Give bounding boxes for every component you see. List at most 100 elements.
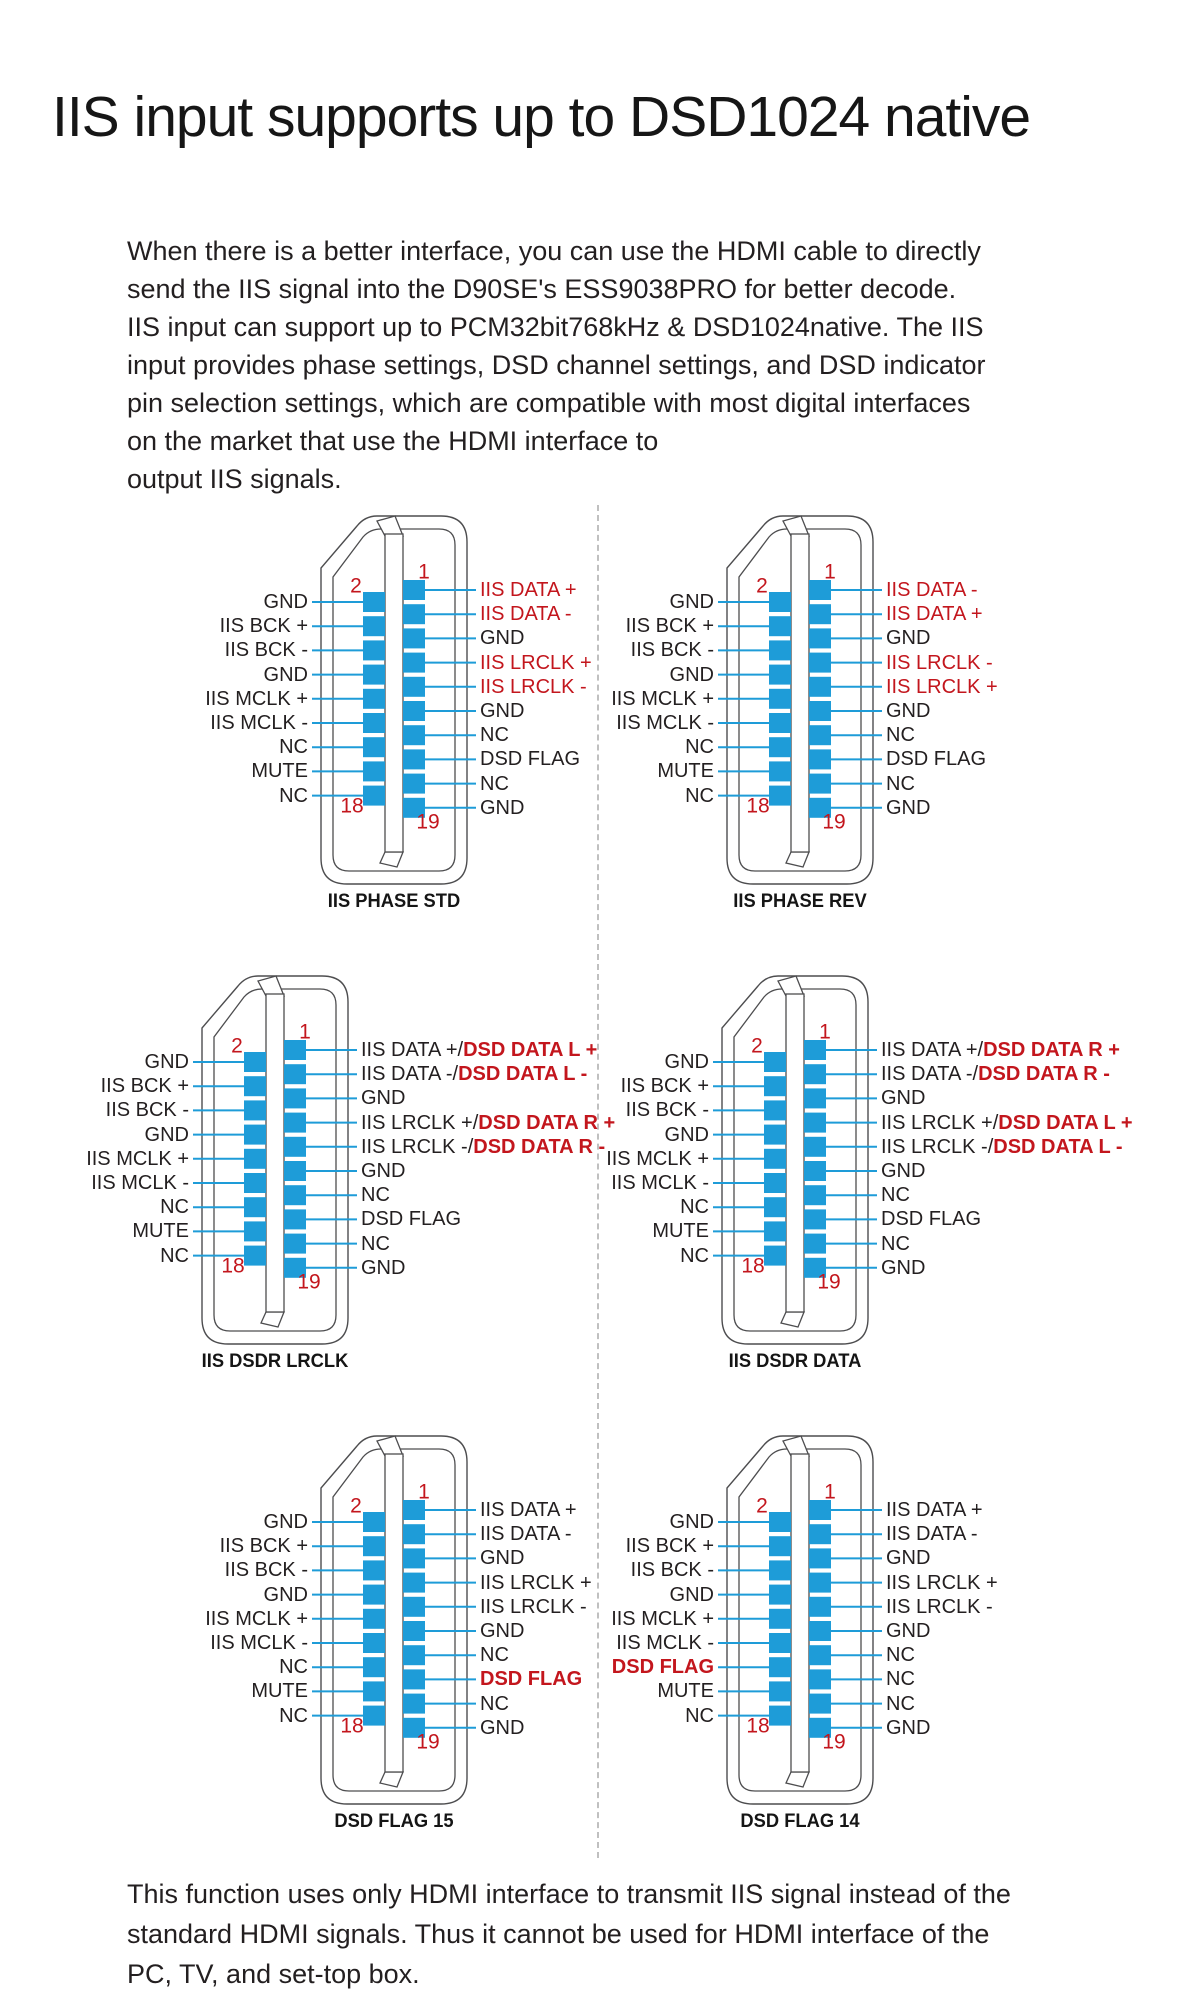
pin <box>284 1064 306 1085</box>
pin-number-top_right: 1 <box>418 560 430 584</box>
pin-label-right: NC <box>480 771 509 797</box>
pin-label-left: NC <box>680 1194 709 1220</box>
pin-number-bottom_right: 19 <box>822 810 846 834</box>
pin <box>764 1052 786 1072</box>
pin-label-right: IIS DATA - <box>886 1521 978 1547</box>
intro-line: When there is a better interface, you ca… <box>127 236 981 266</box>
pin-label-left: NC <box>685 734 714 760</box>
pin-label-right: GND <box>881 1255 925 1281</box>
pin-label-right: NC <box>361 1231 390 1257</box>
pin-label-right: GND <box>886 625 930 651</box>
pin-label-left: IIS BCK + <box>220 1533 308 1559</box>
pin-label-left: IIS MCLK + <box>611 1606 714 1632</box>
pin-label-text: NC <box>480 1692 509 1715</box>
pinout-diagram: GND IIS BCK + IIS BCK - GND IIS MCLK + IIS MC… <box>600 968 1200 1433</box>
pin-label-text: GND <box>480 1547 525 1570</box>
pin <box>403 628 425 649</box>
pin-label-right: IIS LRCLK - <box>480 674 587 700</box>
pin <box>809 749 831 770</box>
pin-label-left: NC <box>279 1703 308 1729</box>
pin-label-text: IIS DATA - <box>886 579 978 601</box>
pin <box>403 580 425 600</box>
pin <box>809 1717 831 1738</box>
pin-label-right: GND <box>886 1545 930 1571</box>
pin <box>769 713 791 733</box>
pin-label-text: GND <box>263 1583 308 1606</box>
pin-label-text: IIS LRCLK -/ <box>361 1135 474 1158</box>
pin-label-text: NC <box>886 1668 915 1691</box>
pin <box>764 1245 786 1266</box>
pin <box>403 1548 425 1569</box>
pin-label-text: GND <box>144 1051 189 1073</box>
pin-label-left: IIS MCLK - <box>210 1630 308 1656</box>
diagram-caption: IIS PHASE STD <box>327 890 461 912</box>
pin-label-left: GND <box>665 1049 709 1075</box>
footer-line: This function uses only HDMI interface t… <box>127 1879 1011 1909</box>
pin <box>769 1536 791 1557</box>
pin-label-left: IIS MCLK + <box>86 1146 189 1172</box>
pin <box>403 1500 425 1520</box>
pin <box>403 773 425 794</box>
pin <box>244 1076 266 1097</box>
pin <box>769 761 791 782</box>
pin-label-text: IIS BCK - <box>625 1099 709 1122</box>
pin-label-left: GND <box>264 1582 308 1608</box>
pin <box>764 1076 786 1097</box>
pin <box>403 701 425 721</box>
pin <box>764 1197 786 1218</box>
pin-label-left: IIS BCK - <box>631 1557 714 1583</box>
pin-label-right: IIS DATA + <box>886 601 983 627</box>
pinout-diagram: GND IIS BCK + IIS BCK - GND IIS MCLK + IIS MC… <box>600 508 1200 973</box>
pin-label-text: GND <box>669 1583 714 1606</box>
pin <box>804 1209 826 1230</box>
column-divider-line <box>597 505 599 1858</box>
pin <box>403 604 425 625</box>
pin <box>403 725 425 746</box>
pin-label-text: GND <box>263 591 308 613</box>
pin-number-top_left: 2 <box>350 1494 362 1518</box>
pin <box>363 737 385 758</box>
pin <box>284 1161 306 1181</box>
pin-label-right: NC <box>886 1691 915 1717</box>
pin-label-right: NC <box>886 771 915 797</box>
pin <box>769 785 791 806</box>
pin-label-text: NC <box>685 784 714 807</box>
pin <box>363 1657 385 1678</box>
pin-label-left: NC <box>160 1194 189 1220</box>
pin-label-left: IIS MCLK + <box>205 1606 308 1632</box>
pin-label-left: MUTE <box>251 1678 308 1704</box>
pin-label-left: IIS BCK - <box>631 637 714 663</box>
pin-label-text: DSD DATA L - <box>458 1063 588 1086</box>
pin-label-text: DSD FLAG <box>480 1668 583 1691</box>
pin-label-text: IIS DATA + <box>886 603 983 626</box>
pin-label-left: GND <box>670 662 714 688</box>
pin-label-left: IIS BCK - <box>106 1097 189 1123</box>
connector-tongue <box>384 1453 404 1773</box>
pin-label-text: GND <box>886 700 931 722</box>
pin-label-text: IIS BCK + <box>625 615 714 638</box>
pin-label-text: GND <box>144 1123 189 1146</box>
pin-label-right: IIS DATA -/DSD DATA L - <box>361 1061 587 1087</box>
pin <box>403 652 425 673</box>
pin-label-text: IIS MCLK + <box>86 1147 189 1170</box>
pin-label-text: GND <box>361 1160 406 1182</box>
pin-label-left: IIS BCK - <box>626 1097 709 1123</box>
pin <box>809 725 831 746</box>
pin-label-text: IIS LRCLK - <box>480 675 587 698</box>
pin-label-right: GND <box>361 1085 405 1111</box>
pin-label-text: MUTE <box>251 1680 308 1703</box>
pin <box>769 1584 791 1605</box>
pin <box>403 1524 425 1545</box>
hdmi-connector-drawing <box>718 515 882 885</box>
pin-label-right: NC <box>886 1666 915 1692</box>
pin-number-bottom_right: 19 <box>416 810 440 834</box>
pin-label-text: NC <box>480 1644 509 1667</box>
pin-label-text: DSD FLAG <box>480 748 581 771</box>
pin <box>809 1693 831 1714</box>
pin-label-text: GND <box>881 1087 926 1110</box>
pin <box>363 785 385 806</box>
pin-label-text: IIS MCLK - <box>611 1172 709 1194</box>
pin-label-text: IIS BCK - <box>630 1559 714 1582</box>
pin-label-right: IIS LRCLK +/DSD DATA R + <box>361 1110 615 1136</box>
pin-label-text: GND <box>881 1256 926 1279</box>
